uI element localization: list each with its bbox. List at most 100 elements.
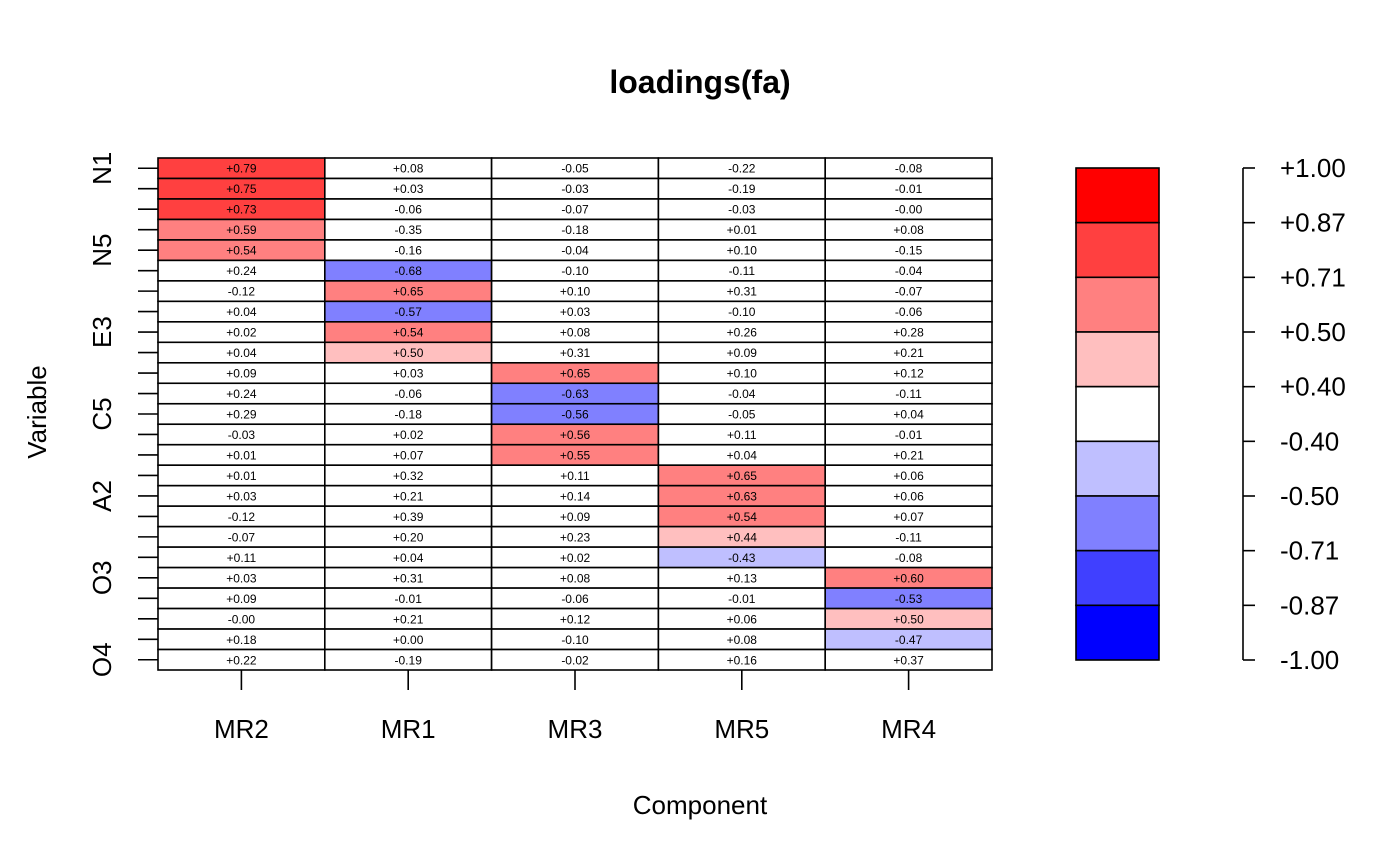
cell-value-label: +0.04 [226, 305, 257, 319]
cell-value-label: -0.10 [728, 305, 756, 319]
x-tick-label: MR4 [881, 714, 936, 744]
cell-value-label: -0.04 [728, 387, 756, 401]
cell-value-label: +0.10 [727, 367, 758, 381]
cell-value-label: -0.01 [728, 592, 756, 606]
cell-value-label: -0.11 [895, 530, 922, 544]
cell-value-label: +0.04 [393, 551, 424, 565]
cell-value-label: +0.32 [393, 469, 424, 483]
y-tick-label: N5 [87, 234, 117, 267]
cell-value-label: +0.03 [560, 305, 591, 319]
cell-value-label: -0.68 [395, 264, 423, 278]
cell-value-label: +0.50 [393, 346, 424, 360]
cell-value-label: +0.65 [393, 285, 424, 299]
cell-value-label: -0.10 [561, 633, 589, 647]
legend-swatch [1075, 276, 1160, 333]
heatmap-cells: +0.79 +0.08 -0.05 -0.22 -0.08 +0.75 +0.03 -0.03… [157, 157, 993, 671]
legend-swatch [1075, 221, 1160, 279]
cell-value-label: +0.54 [393, 326, 424, 340]
cell-value-label: +0.09 [226, 592, 257, 606]
cell-value-label: -0.04 [895, 264, 923, 278]
cell-value-label: -0.06 [561, 592, 589, 606]
cell-value-label: +0.12 [893, 367, 924, 381]
legend-swatch [1075, 549, 1160, 607]
cell-value-label: +0.11 [560, 469, 590, 483]
legend-tick-label: +0.40 [1280, 372, 1346, 402]
cell-value-label: -0.10 [561, 264, 589, 278]
cell-value-label: +0.31 [727, 285, 758, 299]
cell-value-label: +0.04 [727, 448, 758, 462]
legend-tick-label: +1.00 [1280, 153, 1346, 183]
cell-value-label: -0.03 [728, 203, 756, 217]
cell-value-label: -0.03 [561, 182, 589, 196]
cell-value-label: -0.06 [395, 203, 423, 217]
cell-value-label: -0.22 [728, 162, 756, 176]
cell-value-label: +0.08 [893, 223, 924, 237]
cell-value-label: +0.07 [393, 448, 424, 462]
cell-value-label: +0.06 [893, 489, 924, 503]
cell-value-label: +0.24 [226, 264, 257, 278]
legend-swatch [1075, 604, 1160, 661]
cell-value-label: -0.18 [561, 223, 589, 237]
cell-value-label: -0.63 [561, 387, 589, 401]
cell-value-label: +0.37 [893, 653, 924, 667]
cell-value-label: -0.01 [895, 428, 923, 442]
cell-value-label: +0.73 [226, 203, 257, 217]
cell-value-label: +0.08 [727, 633, 758, 647]
cell-value-label: -0.05 [561, 162, 589, 176]
cell-value-label: -0.18 [395, 408, 423, 422]
cell-value-label: +0.00 [393, 633, 424, 647]
cell-value-label: +0.06 [893, 469, 924, 483]
cell-value-label: -0.11 [729, 264, 756, 278]
cell-value-label: +0.01 [226, 448, 257, 462]
cell-value-label: -0.43 [728, 551, 756, 565]
x-tick-label: MR5 [714, 714, 769, 744]
cell-value-label: +0.02 [226, 326, 257, 340]
cell-value-label: -0.19 [395, 653, 423, 667]
cell-value-label: +0.09 [560, 510, 591, 524]
cell-value-label: +0.59 [226, 223, 257, 237]
cell-value-label: -0.03 [228, 428, 256, 442]
cell-value-label: +0.11 [227, 551, 257, 565]
cell-value-label: +0.55 [560, 448, 591, 462]
cell-value-label: +0.02 [393, 428, 424, 442]
cell-value-label: -0.35 [395, 223, 423, 237]
legend-tick-label: -0.40 [1280, 426, 1339, 456]
cell-value-label: -0.01 [895, 182, 923, 196]
y-tick-label: O4 [87, 642, 117, 677]
cell-value-label: +0.31 [393, 571, 424, 585]
cell-value-label: -0.47 [895, 633, 923, 647]
x-tick-label: MR2 [214, 714, 269, 744]
cell-value-label: +0.63 [727, 489, 758, 503]
legend-tick-label: -0.71 [1280, 536, 1339, 566]
legend-tick-label: -0.87 [1280, 590, 1339, 620]
cell-value-label: +0.21 [893, 448, 924, 462]
cell-value-label: +0.04 [226, 346, 257, 360]
cell-value-label: +0.39 [393, 510, 424, 524]
legend-tick-label: +0.87 [1280, 208, 1346, 238]
cell-value-label: -0.00 [895, 203, 923, 217]
cell-value-label: +0.02 [560, 551, 591, 565]
cell-value-label: +0.09 [727, 346, 758, 360]
cell-value-label: +0.07 [893, 510, 924, 524]
cell-value-label: +0.22 [226, 653, 257, 667]
cell-value-label: +0.56 [560, 428, 591, 442]
cell-value-label: +0.28 [893, 326, 924, 340]
cell-value-label: +0.10 [560, 285, 591, 299]
y-tick-label: C5 [87, 397, 117, 430]
cell-value-label: +0.54 [727, 510, 758, 524]
cell-value-label: -0.15 [895, 244, 923, 258]
cell-value-label: +0.65 [560, 367, 591, 381]
cell-value-label: +0.21 [393, 612, 424, 626]
cell-value-label: -0.53 [895, 592, 923, 606]
cell-value-label: -0.19 [728, 182, 756, 196]
cell-value-label: -0.02 [561, 653, 589, 667]
cell-value-label: +0.11 [727, 428, 757, 442]
cell-value-label: +0.10 [727, 244, 758, 258]
cell-value-label: -0.56 [561, 408, 589, 422]
cell-value-label: +0.03 [393, 182, 424, 196]
y-tick-label: A2 [87, 480, 117, 512]
chart-title: loadings(fa) [609, 64, 790, 100]
cell-value-label: +0.14 [560, 489, 591, 503]
y-tick-label: E3 [87, 316, 117, 348]
